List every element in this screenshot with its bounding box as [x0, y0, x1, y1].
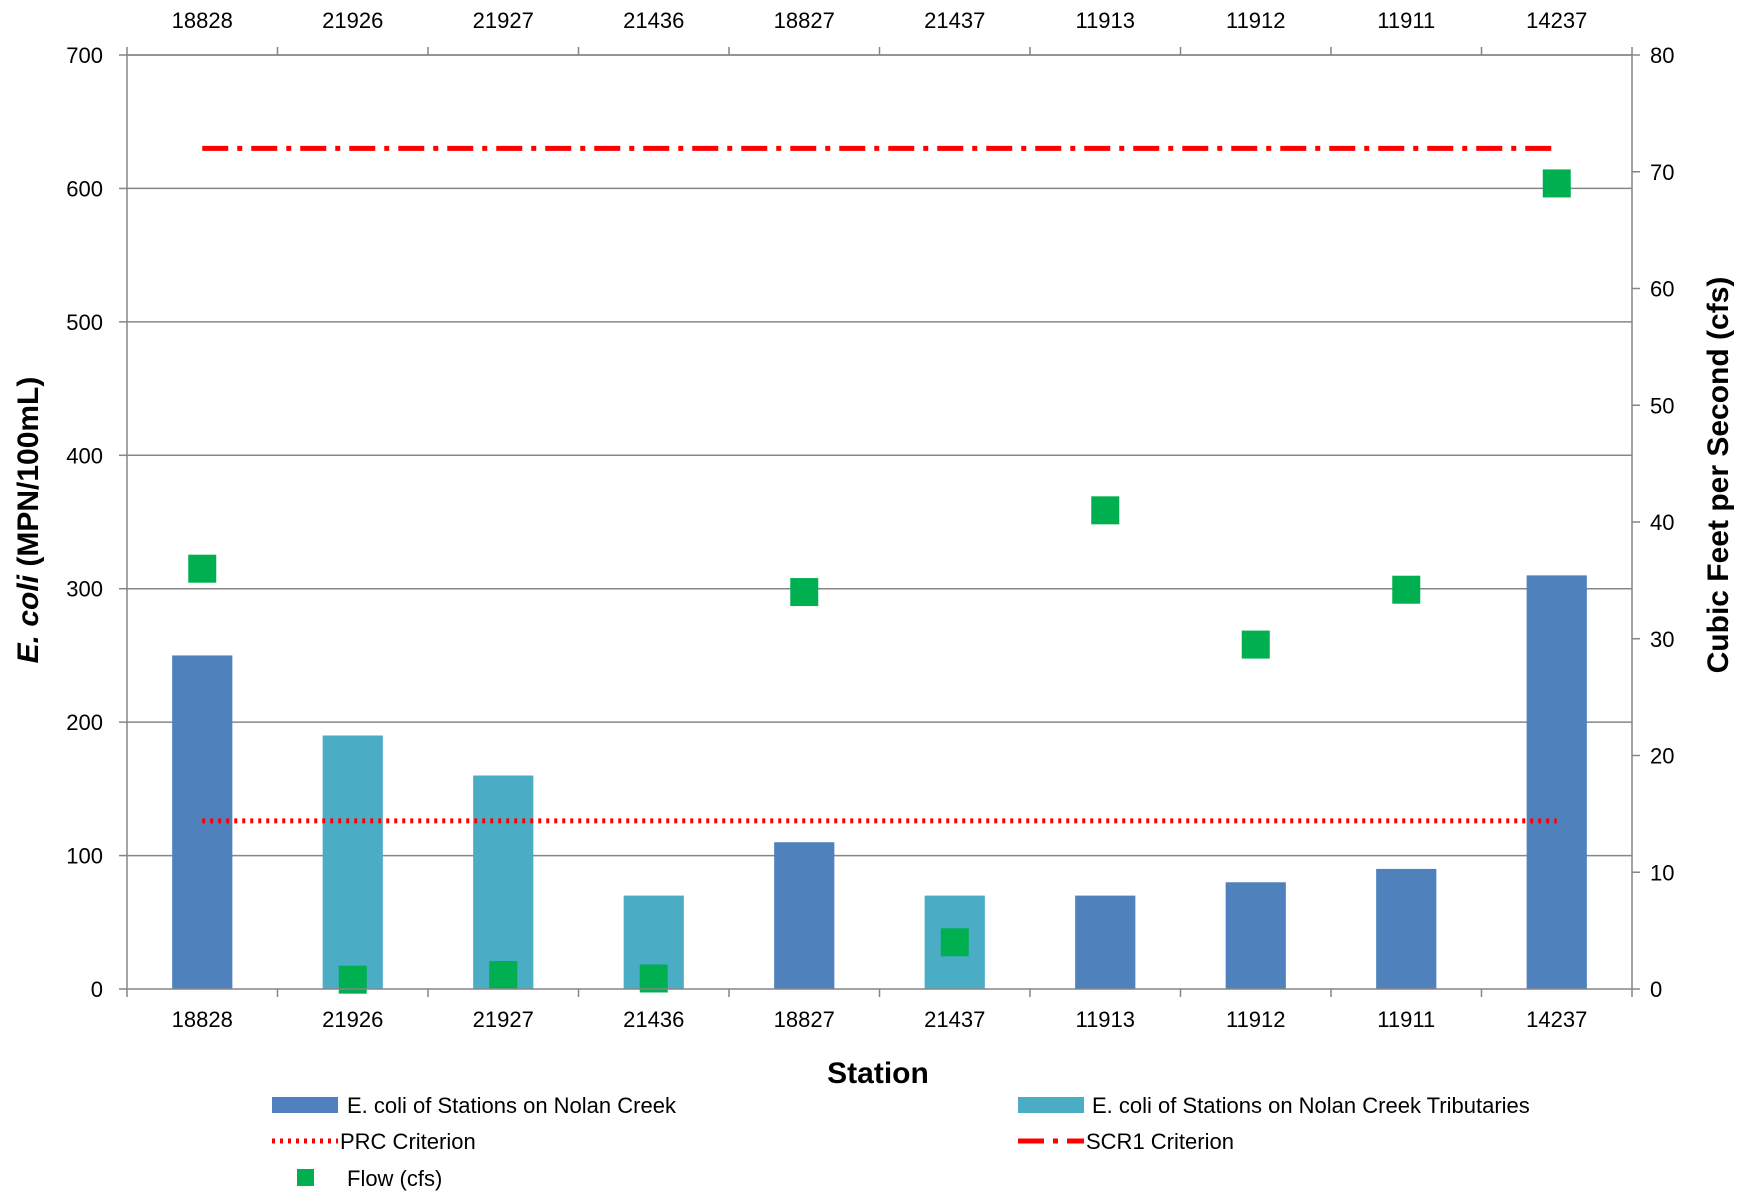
y-tick-label: 200: [66, 710, 103, 735]
x-tick-label: 21437: [924, 1007, 985, 1032]
x-tick-label: 11911: [1377, 1007, 1435, 1032]
y-tick-label: 100: [66, 844, 103, 869]
legend: E. coli of Stations on Nolan Creek E. co…: [272, 1093, 1530, 1191]
flow-point-21927: [489, 960, 518, 989]
y2-tick-label: 10: [1650, 860, 1674, 885]
bar-11913-series-0: [1075, 895, 1136, 989]
y2-tick-label: 40: [1650, 510, 1674, 535]
y2-tick-label: 70: [1650, 160, 1674, 185]
top-tick-label: 11912: [1226, 8, 1286, 33]
y2-tick-label: 60: [1650, 277, 1674, 302]
legend-item-nolan-creek: E. coli of Stations on Nolan Creek: [272, 1093, 677, 1118]
legend-item-tributaries: E. coli of Stations on Nolan Creek Tribu…: [1018, 1093, 1530, 1118]
top-tick-label: 11913: [1075, 8, 1135, 33]
y2-tick-label: 0: [1650, 977, 1662, 1002]
top-tick-label: 11911: [1377, 8, 1435, 33]
flow-point-14237: [1542, 169, 1571, 198]
flow-point-18828: [188, 554, 217, 583]
top-tick-label: 18828: [172, 8, 233, 33]
top-tick-label: 21436: [623, 8, 684, 33]
legend-item-prc: PRC Criterion: [272, 1129, 476, 1154]
y2-tick-label: 30: [1650, 627, 1674, 652]
bars: [172, 575, 1587, 989]
y-tick-label: 0: [91, 977, 103, 1002]
y2-axis-title: Cubic Feet per Second (cfs): [1702, 277, 1735, 674]
legend-label-tributaries: E. coli of Stations on Nolan Creek Tribu…: [1092, 1093, 1530, 1118]
y-tick-label: 300: [66, 577, 103, 602]
legend-label-nolan-creek: E. coli of Stations on Nolan Creek: [347, 1093, 677, 1118]
legend-label-scr1: SCR1 Criterion: [1086, 1129, 1234, 1154]
flow-point-11912: [1241, 630, 1270, 659]
y-axis-title-italic: E. coli: [12, 574, 45, 663]
y-tick-label: 400: [66, 443, 103, 468]
x-tick-label: 21926: [322, 1007, 383, 1032]
bar-21927-series-1: [473, 775, 534, 989]
x-tick-label: 11913: [1075, 1007, 1135, 1032]
flow-point-18827: [790, 578, 819, 607]
bar-18827-series-0: [774, 842, 835, 989]
x-tick-label: 21927: [473, 1007, 534, 1032]
x-tick-label: 18827: [774, 1007, 835, 1032]
y-tick-label: 700: [66, 43, 103, 68]
y-tick-label: 500: [66, 310, 103, 335]
bar-21926-series-1: [322, 735, 383, 989]
y-axis-title: E. coli (MPN/100mL): [12, 377, 45, 664]
bar-11911-series-0: [1376, 868, 1437, 989]
flow-point-21437: [940, 928, 969, 957]
x-axis-title: Station: [827, 1057, 929, 1090]
x-tick-label: 11912: [1226, 1007, 1286, 1032]
x-tick-label: 18828: [172, 1007, 233, 1032]
y2-tick-label: 50: [1650, 393, 1674, 418]
legend-item-flow: Flow (cfs): [297, 1166, 442, 1191]
legend-swatch-nolan-creek: [272, 1097, 338, 1113]
y-tick-label: 600: [66, 176, 103, 201]
top-tick-label: 21927: [473, 8, 534, 33]
x-tick-label: 14237: [1526, 1007, 1587, 1032]
tick-labels: 0 100 200 300 400 500 600 700 0 10 20 30 40 50 60 70 80 1…: [66, 8, 1674, 1032]
y2-tick-label: 20: [1650, 744, 1674, 769]
criterion-lines: [202, 145, 1557, 824]
axes: [119, 47, 1640, 997]
flow-points: [188, 169, 1571, 994]
flow-point-21436: [639, 964, 668, 993]
y-axis-title-units: (MPN/100mL): [12, 377, 45, 575]
flow-point-11911: [1392, 575, 1421, 604]
flow-point-11913: [1091, 496, 1120, 525]
legend-item-scr1: SCR1 Criterion: [1018, 1129, 1234, 1154]
top-tick-label: 21926: [322, 8, 383, 33]
top-tick-label: 18827: [774, 8, 835, 33]
legend-label-prc: PRC Criterion: [340, 1129, 476, 1154]
legend-label-flow: Flow (cfs): [347, 1166, 442, 1191]
bar-14237-series-0: [1526, 575, 1587, 989]
top-tick-label: 21437: [924, 8, 985, 33]
legend-swatch-tributaries: [1018, 1097, 1084, 1113]
y2-tick-label: 80: [1650, 43, 1674, 68]
x-tick-label: 21436: [623, 1007, 684, 1032]
top-tick-label: 14237: [1526, 8, 1587, 33]
bar-11912-series-0: [1225, 882, 1286, 989]
legend-swatch-flow: [297, 1169, 314, 1186]
